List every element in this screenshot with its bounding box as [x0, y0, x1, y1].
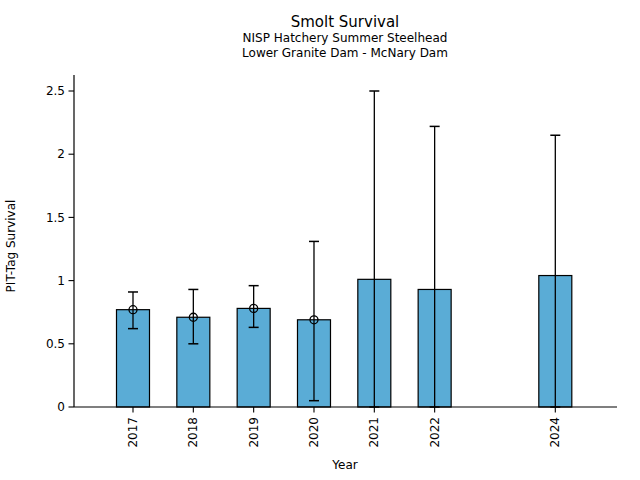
smolt-survival-chart: Smolt Survival NISP Hatchery Summer Stee…	[0, 0, 640, 480]
y-tick-label-2.5: 2.5	[46, 84, 65, 98]
x-tick-label-2018: 2018	[186, 417, 200, 448]
x-axis-label: Year	[331, 458, 357, 472]
x-tick-label-2017: 2017	[126, 417, 140, 448]
y-tick-label-1.5: 1.5	[46, 211, 65, 225]
chart-title: Smolt Survival	[291, 13, 400, 31]
x-tick-label-2024: 2024	[548, 417, 562, 448]
y-axis-label: PIT-Tag Survival	[4, 200, 18, 293]
x-tick-label-2021: 2021	[367, 417, 381, 448]
plot-area: 0 0.5 1 1.5 2 2.5 2017 2018 2019 2020 2021 2022 2024	[46, 75, 617, 448]
y-tick-label-1: 1	[57, 274, 65, 288]
chart-figure: Smolt Survival NISP Hatchery Summer Stee…	[0, 0, 640, 480]
x-tick-label-2019: 2019	[247, 417, 261, 448]
chart-subtitle-line2: Lower Granite Dam - McNary Dam	[242, 46, 448, 60]
y-tick-label-2: 2	[57, 147, 65, 161]
y-tick-label-0.5: 0.5	[46, 337, 65, 351]
x-tick-label-2020: 2020	[307, 417, 321, 448]
x-tick-label-2022: 2022	[428, 417, 442, 448]
chart-subtitle-line1: NISP Hatchery Summer Steelhead	[243, 31, 448, 45]
y-tick-label-0: 0	[57, 400, 65, 414]
